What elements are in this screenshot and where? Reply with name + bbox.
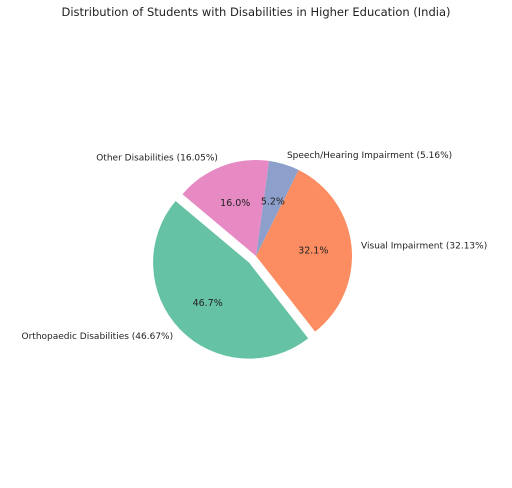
slice-label-2: Speech/Hearing Impairment (5.16%) [287,151,452,161]
pie-labels: Orthopaedic Disabilities (46.67%) 46.7% Vi… [22,151,488,342]
slice-percent-1: 32.1% [298,246,328,257]
slice-percent-0: 46.7% [193,298,223,309]
slice-label-1: Visual Impairment (32.13%) [361,241,487,251]
pie-slices [153,160,352,359]
pie-slice-2 [256,160,299,256]
chart-title: Distribution of Students with Disabiliti… [62,5,451,19]
pie-slice-0 [153,200,309,359]
slice-percent-3: 16.0% [220,198,250,209]
slice-percent-2: 5.2% [261,196,285,207]
slice-label-3: Other Disabilities (16.05%) [96,153,218,163]
slice-label-0: Orthopaedic Disabilities (46.67%) [22,332,174,342]
pie-slice-1 [256,169,352,332]
pie-slice-3 [182,160,269,256]
